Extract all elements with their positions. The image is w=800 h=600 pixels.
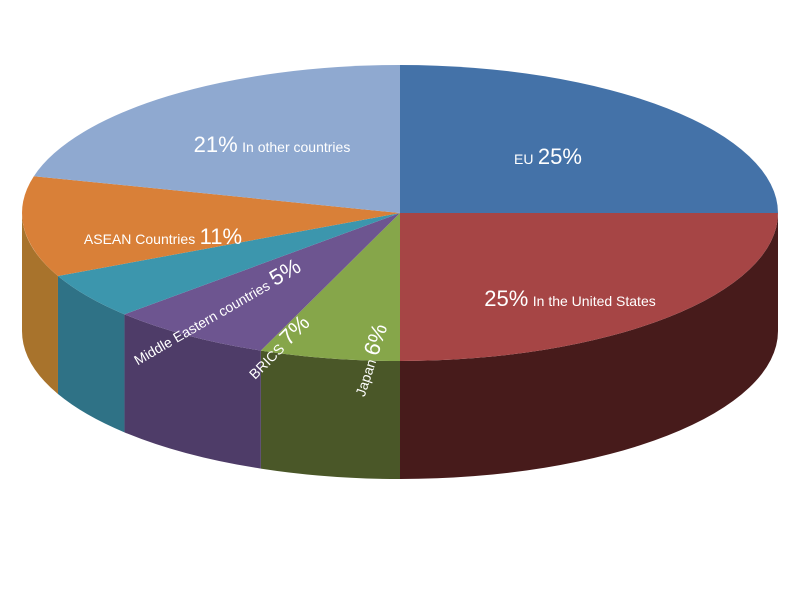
pie-side-us xyxy=(400,213,778,479)
pie-slice-middle-east xyxy=(57,213,400,315)
pie-side-asean xyxy=(22,213,58,395)
slice-name-other: In other countries xyxy=(242,139,350,155)
pie-side-middle-east xyxy=(57,276,125,433)
pie-slice-brics xyxy=(124,213,400,351)
pie-top-slices xyxy=(21,65,778,361)
slice-name-asean: ASEAN Countries xyxy=(84,231,195,247)
slice-pct-eu: 25% xyxy=(538,144,582,169)
slice-pct-other: 21% xyxy=(194,132,238,157)
pie-side-japan xyxy=(260,350,400,479)
pie-slice-eu xyxy=(400,65,778,213)
slice-name-eu: EU xyxy=(514,151,533,167)
slice-label-other: 21% In other countries xyxy=(194,132,351,157)
pie-slice-us xyxy=(400,213,778,361)
slice-pct-us: 25% xyxy=(484,286,528,311)
slice-label-asean: ASEAN Countries 11% xyxy=(84,224,242,249)
pie-slice-other xyxy=(33,65,401,213)
slice-pct-asean: 11% xyxy=(200,224,242,249)
slice-name-us: In the United States xyxy=(533,293,656,309)
pie-slice-asean xyxy=(21,176,400,277)
pie-slice-japan xyxy=(260,213,400,361)
slice-label-us: 25% In the United States xyxy=(484,286,655,311)
pie-sides xyxy=(22,213,778,479)
pie-side-brics xyxy=(124,314,261,469)
slice-label-eu: EU 25% xyxy=(514,144,582,169)
